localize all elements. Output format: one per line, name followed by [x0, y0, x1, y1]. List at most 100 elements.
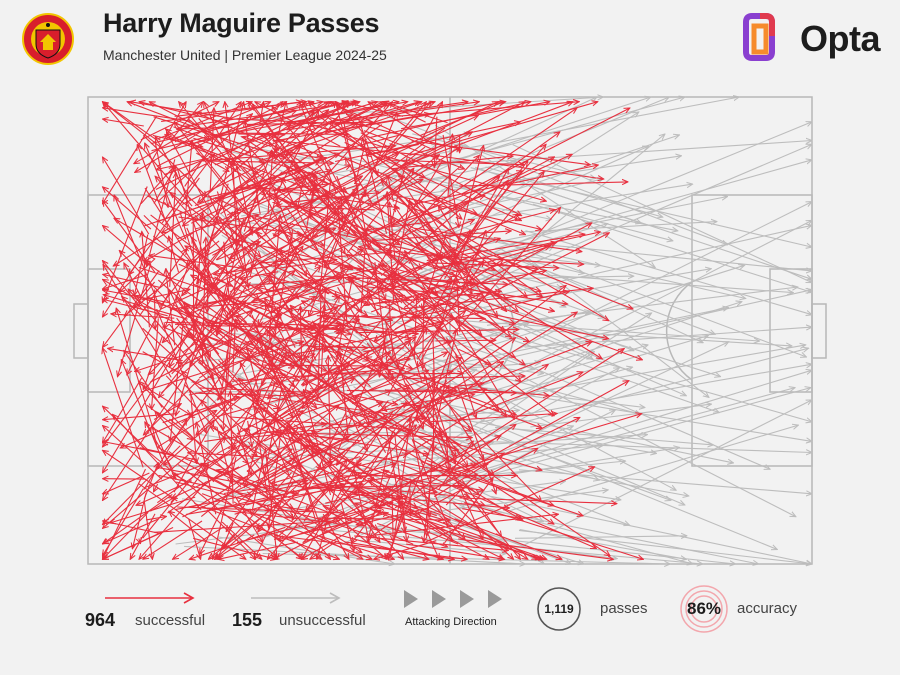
successful-pass-arrow [383, 157, 555, 248]
unsuccessful-pass-arrow [315, 369, 476, 428]
successful-pass-arrow [379, 330, 387, 377]
successful-pass-arrow [451, 272, 507, 300]
successful-pass-arrow [275, 480, 340, 539]
successful-pass-arrow [281, 179, 328, 269]
successful-pass-arrow [251, 314, 293, 418]
successful-pass-arrow [245, 121, 261, 215]
successful-pass-arrow [156, 308, 207, 433]
successful-pass-arrow [288, 424, 321, 470]
successful-pass-arrow [193, 537, 276, 559]
successful-pass-arrow [281, 454, 408, 486]
successful-pass-arrow [310, 124, 390, 150]
successful-pass-arrow [265, 267, 350, 316]
unsuccessful-pass-arrow [494, 160, 812, 250]
successful-pass-arrow [363, 138, 388, 234]
successful-pass-arrow [103, 279, 159, 313]
successful-pass-arrow [221, 349, 229, 395]
successful-pass-arrow [384, 196, 440, 220]
successful-pass-arrow [385, 425, 405, 533]
successful-pass-arrow [144, 232, 194, 262]
successful-pass-arrow [103, 186, 148, 303]
successful-pass-arrow [393, 199, 411, 287]
successful-pass-arrow [152, 425, 158, 448]
successful-pass-arrow [103, 348, 144, 468]
successful-pass-arrow [323, 198, 357, 237]
successful-pass-arrow [264, 447, 277, 559]
successful-pass-arrow [217, 470, 296, 495]
successful-pass-arrow [340, 502, 354, 552]
successful-pass-arrow [359, 247, 460, 273]
successful-pass-arrow [269, 327, 345, 434]
successful-pass-arrow [103, 295, 188, 320]
successful-pass-arrow [155, 176, 234, 264]
successful-pass-arrow [214, 262, 293, 274]
successful-pass-arrow [388, 312, 577, 430]
unsuccessful-pass-arrow [521, 400, 812, 547]
successful-pass-arrow [162, 397, 239, 424]
successful-pass-arrow [209, 212, 246, 242]
successful-pass-arrow [157, 410, 217, 448]
successful-pass-arrow [284, 150, 347, 192]
successful-pass-arrow [394, 223, 592, 330]
opta-logo-icon [743, 13, 775, 61]
left-goal [73, 303, 89, 359]
successful-pass-arrow [291, 160, 373, 247]
successful-pass-arrow [181, 156, 278, 205]
passes-count: 1,119 [544, 602, 574, 616]
successful-pass-arrow [173, 525, 225, 559]
successful-pass-arrow [234, 496, 262, 542]
successful-pass-arrow [362, 238, 501, 288]
successful-pass-arrow [354, 389, 487, 417]
successful-pass-arrow [171, 301, 247, 375]
successful-pass-arrow [266, 277, 361, 306]
successful-pass-arrow [251, 390, 269, 501]
successful-pass-arrow [423, 293, 424, 369]
successful-pass-arrow [179, 211, 197, 271]
successful-pass-arrow [113, 224, 180, 267]
successful-pass-arrow [424, 476, 432, 542]
successful-pass-arrow [318, 115, 439, 202]
successful-pass-arrow [306, 432, 472, 437]
successful-pass-arrow [425, 375, 450, 461]
successful-pass-arrow [214, 153, 340, 200]
successful-pass-arrow [408, 187, 525, 234]
successful-pass-arrow [302, 307, 394, 409]
successful-pass-arrow [420, 102, 504, 136]
successful-pass-arrow [247, 145, 264, 164]
successful-pass-arrow [258, 481, 295, 532]
successful-pass-arrow [255, 102, 341, 147]
successful-pass-arrow [344, 133, 404, 149]
successful-pass-arrow [403, 288, 433, 309]
successful-pass-arrow [127, 294, 169, 375]
successful-pass-arrow [162, 350, 241, 455]
successful-pass-arrow [184, 110, 296, 147]
successful-pass-arrow [244, 429, 313, 483]
successful-pass-arrow [103, 377, 143, 443]
successful-pass-arrow [392, 492, 393, 542]
successful-pass-arrow [322, 338, 515, 467]
successful-pass-arrow [167, 411, 303, 514]
successful-pass-arrow [258, 405, 421, 484]
successful-pass-arrow [340, 493, 378, 505]
successful-pass-arrow [146, 404, 193, 440]
successful-pass-arrow [164, 388, 252, 465]
successful-pass-arrow [305, 437, 453, 540]
successful-pass-arrow [174, 102, 271, 143]
successful-pass-arrow [396, 102, 579, 117]
passes-circle [537, 587, 581, 631]
successful-pass-arrow [378, 102, 426, 160]
successful-pass-arrow [395, 206, 436, 270]
successful-pass-arrow [267, 403, 407, 483]
successful-pass-arrow [156, 158, 206, 170]
successful-pass-arrow [335, 346, 368, 348]
successful-pass-arrow [461, 479, 501, 537]
successful-pass-arrow [380, 176, 500, 277]
successful-pass-arrow [195, 318, 329, 385]
successful-pass-arrow [186, 484, 363, 515]
successful-pass-arrow [218, 541, 299, 559]
successful-pass-arrow [451, 145, 484, 267]
successful-pass-arrow [140, 166, 175, 205]
successful-pass-arrow [450, 312, 515, 419]
successful-pass-arrow [426, 234, 585, 262]
successful-pass-arrow [142, 437, 226, 539]
